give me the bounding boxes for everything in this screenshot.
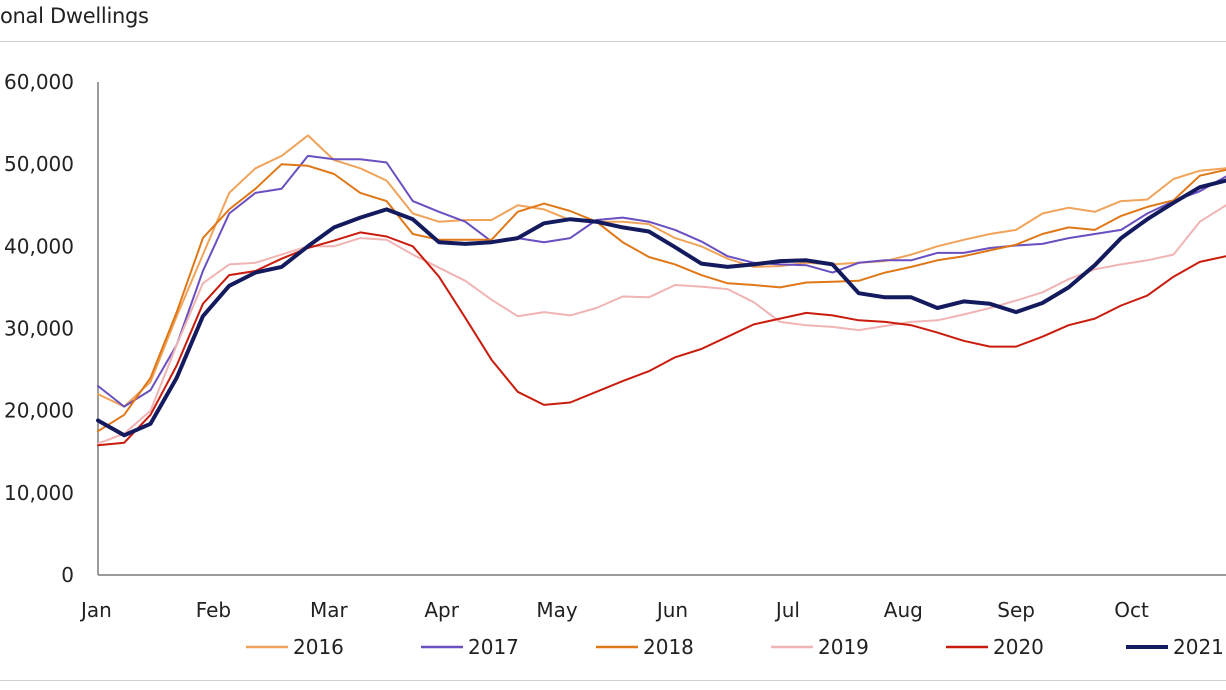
legend-label: 2016	[293, 635, 344, 659]
legend-label: 2017	[468, 635, 519, 659]
chart-axes: 0 10,000 20,000 30,000 40,000 50,000 60,000 Jan…	[4, 70, 1226, 622]
legend-label: 2019	[818, 635, 869, 659]
x-tick-label: May	[536, 598, 578, 622]
series-line-2021	[96, 178, 1226, 438]
x-tick-label: Mar	[310, 598, 349, 622]
top-divider	[0, 41, 1226, 42]
series-line-2018	[97, 163, 1226, 433]
x-tick-label: Jul	[774, 598, 800, 622]
x-tick-label: Jan	[79, 598, 112, 622]
y-tick-label: 60,000	[4, 70, 74, 94]
legend-item-2019: 2019	[771, 635, 869, 659]
y-tick-label: 0	[61, 563, 74, 587]
x-tick-label: Oct	[1114, 598, 1149, 622]
y-tick-label: 40,000	[4, 234, 74, 258]
x-tick-label: Jun	[655, 598, 688, 622]
legend-item-2021: 2021	[1126, 635, 1224, 659]
legend-label: 2020	[993, 635, 1044, 659]
x-tick-label: Sep	[997, 598, 1035, 622]
chart-legend: 2016 2017 2018 2019 2020 2021	[246, 635, 1224, 659]
x-tick-label: Feb	[196, 598, 231, 622]
series-line-2017	[97, 154, 1226, 408]
x-tick-label: Apr	[424, 598, 459, 622]
legend-item-2018: 2018	[596, 635, 694, 659]
series-line-2020	[97, 231, 1226, 447]
y-tick-label: 20,000	[4, 399, 74, 423]
y-tick-label: 10,000	[4, 481, 74, 505]
legend-item-2016: 2016	[246, 635, 344, 659]
legend-label: 2021	[1173, 635, 1224, 659]
legend-item-2020: 2020	[946, 635, 1044, 659]
legend-label: 2018	[643, 635, 694, 659]
y-tick-label: 30,000	[4, 317, 74, 341]
legend-item-2017: 2017	[421, 635, 519, 659]
x-tick-label: Aug	[884, 598, 923, 622]
y-tick-label: 50,000	[4, 152, 74, 176]
chart-series	[96, 134, 1226, 447]
chart-title: onal Dwellings	[0, 4, 149, 28]
bottom-divider	[0, 680, 1226, 681]
series-line-2016	[97, 134, 1226, 408]
series-line-2019	[97, 204, 1226, 445]
